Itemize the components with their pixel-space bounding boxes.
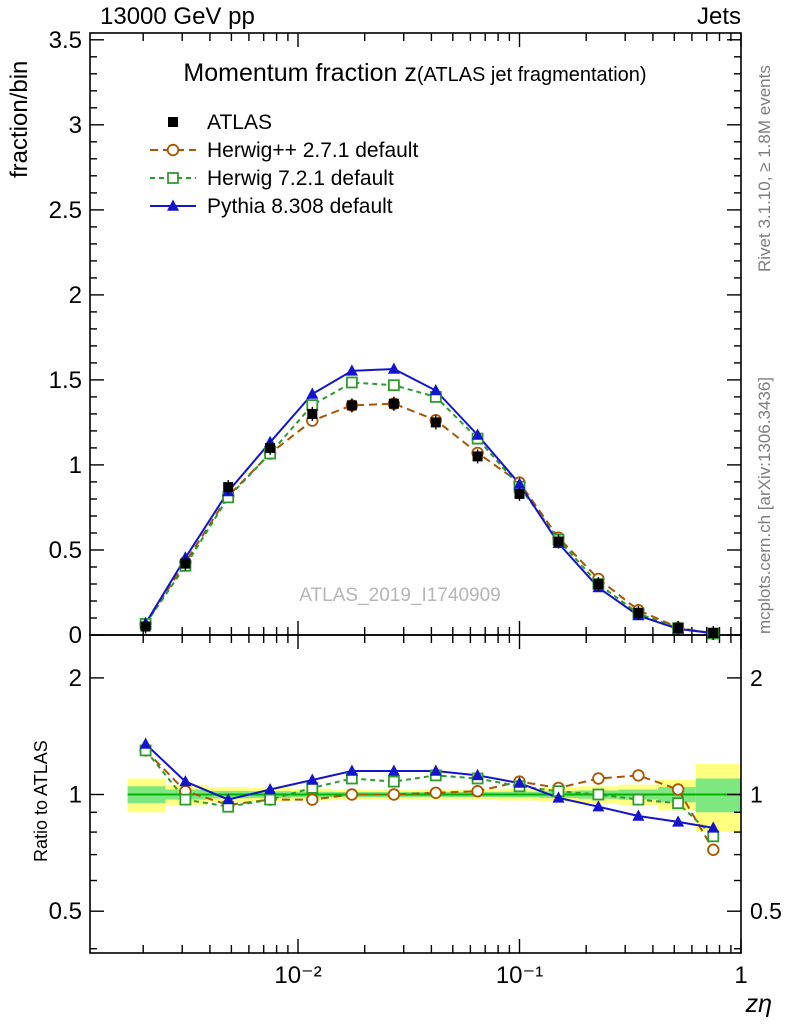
x-tick-label: 10⁻² [274, 962, 321, 989]
marker-atlas [553, 536, 564, 547]
marker-herwig7 [345, 376, 358, 389]
plot-title: Momentum fraction z(ATLAS jet fragmentat… [183, 59, 646, 87]
marker-herwigpp [306, 793, 319, 806]
marker-atlas [673, 622, 684, 633]
marker-pythia [552, 791, 565, 803]
marker-pythia [513, 776, 526, 788]
marker-herwig7 [592, 788, 605, 801]
marker-pythia [167, 199, 179, 211]
marker-pythia [306, 773, 319, 785]
marker-herwigpp [707, 843, 720, 857]
marker-pythia [387, 362, 400, 374]
marker-pythia [222, 793, 235, 805]
legend-label-herwig7: Herwig 7.2.1 default [207, 167, 394, 190]
marker-pythia [513, 477, 526, 489]
marker-herwig7 [179, 793, 192, 806]
y-tick-label-main: 0.5 [49, 537, 82, 564]
marker-atlas [388, 398, 399, 409]
marker-atlas [472, 451, 483, 462]
marker-pythia [387, 764, 400, 776]
marker-herwig7 [387, 379, 400, 392]
y-tick-label-main: 1 [69, 452, 82, 479]
marker-pythia [471, 768, 484, 781]
marker-atlas [514, 488, 525, 499]
main-panel-series [139, 362, 720, 640]
marker-pythia [632, 809, 645, 821]
marker-atlas [180, 558, 191, 569]
marker-pythia [672, 815, 685, 827]
marker-atlas [708, 628, 719, 638]
ratio-tick-label-left: 1 [69, 782, 82, 809]
ratio-tick-label-right: 2 [750, 665, 763, 691]
collision-energy-label: 13000 GeV pp [100, 3, 255, 30]
marker-herwigpp [471, 785, 484, 798]
marker-herwigpp [429, 786, 443, 800]
plot-title-paren: (ATLAS jet fragmentation) [417, 64, 647, 86]
marker-herwigpp [671, 783, 685, 796]
y-tick-label-main: 3 [69, 112, 82, 139]
analysis-watermark: ATLAS_2019_I1740909 [299, 585, 500, 606]
rivet-version-label: Rivet 3.1.10, ≥ 1.8M events [755, 65, 774, 272]
legend-label-herwigpp: Herwig++ 2.7.1 default [207, 139, 418, 162]
marker-herwig7 [707, 830, 720, 843]
marker-pythia [592, 800, 605, 812]
legend-label-atlas: ATLAS [207, 111, 272, 134]
x-tick-label: 10⁻¹ [496, 962, 543, 989]
marker-herwigpp [166, 143, 180, 157]
legend: ATLAS Herwig++ 2.7.1 default Herwig 7.2.1 … [150, 111, 418, 218]
y-axis-label-ratio: Ratio to ATLAS [31, 740, 51, 862]
marker-atlas [346, 400, 357, 411]
marker-pythia [471, 428, 484, 440]
marker-atlas [307, 408, 318, 419]
ratio-tick-label-left: 2 [69, 665, 82, 692]
ratio-tick-label-right: 1 [750, 782, 763, 808]
y-tick-label-main: 3.5 [49, 27, 82, 54]
marker-pythia [179, 775, 192, 787]
y-tick-label-main: 1.5 [49, 367, 82, 394]
y-axis-label-main: fraction/bin [6, 61, 33, 178]
marker-herwig7 [387, 775, 400, 788]
ratio-tick-label-left: 0.5 [49, 898, 82, 925]
marker-pythia [429, 764, 442, 776]
marker-atlas [265, 442, 276, 453]
marker-herwig7 [167, 172, 179, 184]
y-tick-label-main: 0 [69, 622, 82, 649]
marker-herwig7 [632, 793, 645, 806]
marker-herwig7 [264, 793, 277, 806]
analysis-tag-label: Jets [697, 3, 741, 30]
marker-pythia [139, 737, 152, 749]
marker-herwigpp [592, 772, 605, 785]
marker-herwigpp [345, 788, 359, 801]
marker-pythia [345, 364, 358, 376]
marker-pythia [345, 764, 358, 776]
marker-herwig7 [672, 797, 684, 810]
axes-and-frames: 10⁻² 10⁻¹ 1 0 0.5 1 1.5 2 2.5 3 3.5 0.5 0.5 1 1 2 2 [49, 27, 782, 989]
marker-atlas [593, 579, 604, 589]
marker-atlas [168, 117, 178, 127]
x-tick-label: 1 [734, 962, 747, 989]
plot-title-main: Momentum fraction z [183, 59, 416, 87]
marker-herwigpp [387, 788, 401, 801]
marker-pythia [264, 783, 277, 795]
marker-pythia [429, 384, 442, 396]
marker-atlas [223, 482, 234, 493]
ratio-panel-series [139, 737, 720, 857]
marker-atlas [633, 607, 644, 618]
marker-herwigpp [632, 769, 645, 782]
marker-pythia [707, 821, 720, 833]
legend-label-pythia: Pythia 8.308 default [207, 195, 393, 218]
marker-atlas [430, 417, 441, 428]
y-tick-label-main: 2.5 [49, 197, 82, 224]
x-axis-label: zη [745, 990, 772, 1018]
marker-pythia [306, 387, 319, 399]
ratio-tick-label-right: 0.5 [750, 898, 782, 924]
mcplots-reference-label: mcplots.cern.ch [arXiv:1306.3436] [755, 377, 774, 634]
y-tick-label-main: 2 [69, 282, 82, 309]
main-panel-frame [89, 32, 742, 636]
marker-atlas [140, 621, 151, 632]
